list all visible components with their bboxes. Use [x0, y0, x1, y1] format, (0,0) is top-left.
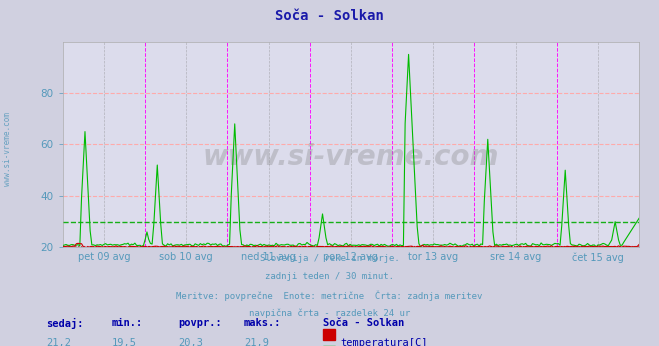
Text: navpična črta - razdelek 24 ur: navpična črta - razdelek 24 ur [249, 308, 410, 318]
Text: 20,3: 20,3 [178, 338, 203, 346]
Text: www.si-vreme.com: www.si-vreme.com [203, 143, 499, 171]
Text: Soča - Solkan: Soča - Solkan [275, 9, 384, 22]
Text: Soča - Solkan: Soča - Solkan [323, 318, 404, 328]
Text: Meritve: povprečne  Enote: metrične  Črta: zadnja meritev: Meritve: povprečne Enote: metrične Črta:… [177, 290, 482, 301]
Text: povpr.:: povpr.: [178, 318, 221, 328]
Text: maks.:: maks.: [244, 318, 281, 328]
Text: min.:: min.: [112, 318, 143, 328]
Text: 21,9: 21,9 [244, 338, 269, 346]
Text: Slovenija / reke in morje.: Slovenija / reke in morje. [260, 254, 399, 263]
Text: sedaj:: sedaj: [46, 318, 84, 329]
Text: zadnji teden / 30 minut.: zadnji teden / 30 minut. [265, 272, 394, 281]
Text: 21,2: 21,2 [46, 338, 71, 346]
Text: temperatura[C]: temperatura[C] [340, 338, 428, 346]
Text: www.si-vreme.com: www.si-vreme.com [3, 112, 13, 186]
Text: 19,5: 19,5 [112, 338, 137, 346]
